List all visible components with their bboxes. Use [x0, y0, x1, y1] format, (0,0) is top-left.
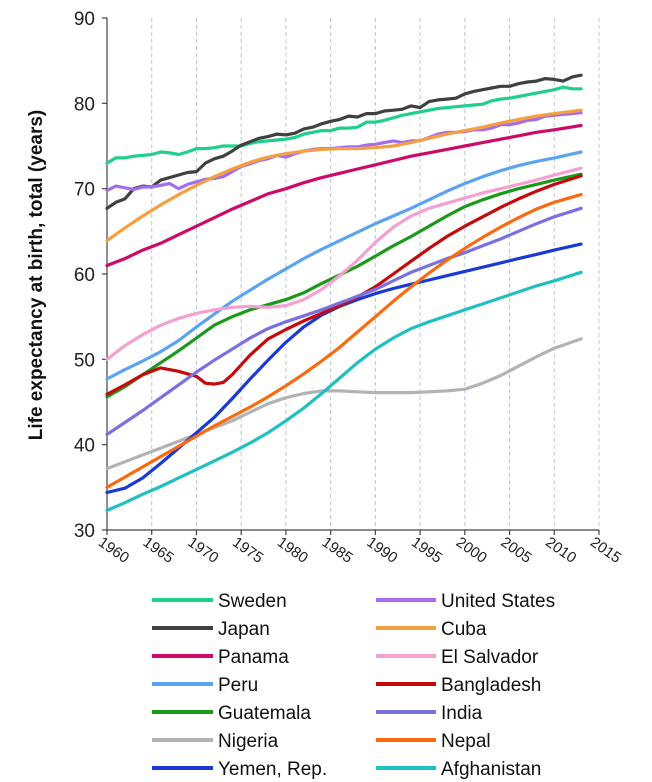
legend-label-cuba: Cuba: [441, 619, 487, 640]
legend-label-nigeria: Nigeria: [218, 731, 279, 752]
series-line-cuba: [105, 108, 583, 243]
y-tick-labels: 30 40 50 60 70 80 90: [74, 9, 95, 542]
legend-label-yemen-rep: Yemen, Rep.: [218, 759, 327, 780]
legend-label-panama: Panama: [218, 647, 289, 668]
x-tick-label-1980: 1980: [274, 534, 311, 567]
series-line-afghanistan: [105, 270, 583, 512]
x-tick-label-1995: 1995: [408, 534, 445, 567]
y-tick-label-40: 40: [74, 436, 95, 457]
series-line-nepal: [105, 193, 583, 489]
x-tick-label-2000: 2000: [453, 534, 490, 567]
legend-label-india: India: [441, 703, 483, 724]
x-tick-label-2005: 2005: [498, 534, 535, 567]
y-tick-label-80: 80: [74, 94, 95, 115]
y-tick-label-90: 90: [74, 9, 95, 30]
y-tick-label-50: 50: [74, 350, 95, 371]
series-line-sweden: [105, 85, 583, 165]
y-axis-label: Life expectancy at birth, total (years): [26, 110, 47, 441]
x-tick-label-2010: 2010: [542, 534, 579, 567]
series-line-peru: [105, 150, 583, 381]
y-tick-label-70: 70: [74, 180, 95, 201]
series-line-el-salvador: [105, 166, 583, 361]
legend-label-united-states: United States: [441, 591, 555, 612]
series-line-india: [105, 206, 583, 436]
legend-label-el-salvador: El Salvador: [441, 647, 539, 668]
legend-label-sweden: Sweden: [218, 591, 287, 612]
legend-label-japan: Japan: [218, 619, 270, 640]
series-line-japan: [105, 73, 583, 210]
legend-label-peru: Peru: [218, 675, 258, 696]
x-tick-labels: 1960 1965 1970 1975 1980 1985 1990 1995 2000 2005…: [95, 534, 624, 567]
y-tick-label-30: 30: [74, 521, 95, 542]
gridlines: [151, 18, 600, 530]
legend: Sweden Japan Panama Peru Guatemala Nigeria Yem…: [152, 591, 555, 780]
y-tick-label-60: 60: [74, 265, 95, 286]
x-tick-label-1985: 1985: [319, 534, 356, 567]
x-tick-label-1970: 1970: [184, 534, 221, 567]
legend-label-afghanistan: Afghanistan: [441, 759, 541, 780]
legend-label-guatemala: Guatemala: [218, 703, 311, 724]
series-line-nigeria: [105, 337, 583, 471]
axes: [102, 17, 600, 535]
x-tick-label-1990: 1990: [363, 534, 400, 567]
x-tick-label-2015: 2015: [587, 534, 624, 567]
x-tick-label-1960: 1960: [95, 534, 132, 567]
series-line-panama: [105, 123, 583, 268]
series-lines: [105, 73, 583, 512]
x-tick-label-1975: 1975: [229, 534, 266, 567]
x-tick-label-1965: 1965: [140, 534, 177, 567]
legend-label-bangladesh: Bangladesh: [441, 675, 541, 696]
legend-label-nepal: Nepal: [441, 731, 491, 752]
